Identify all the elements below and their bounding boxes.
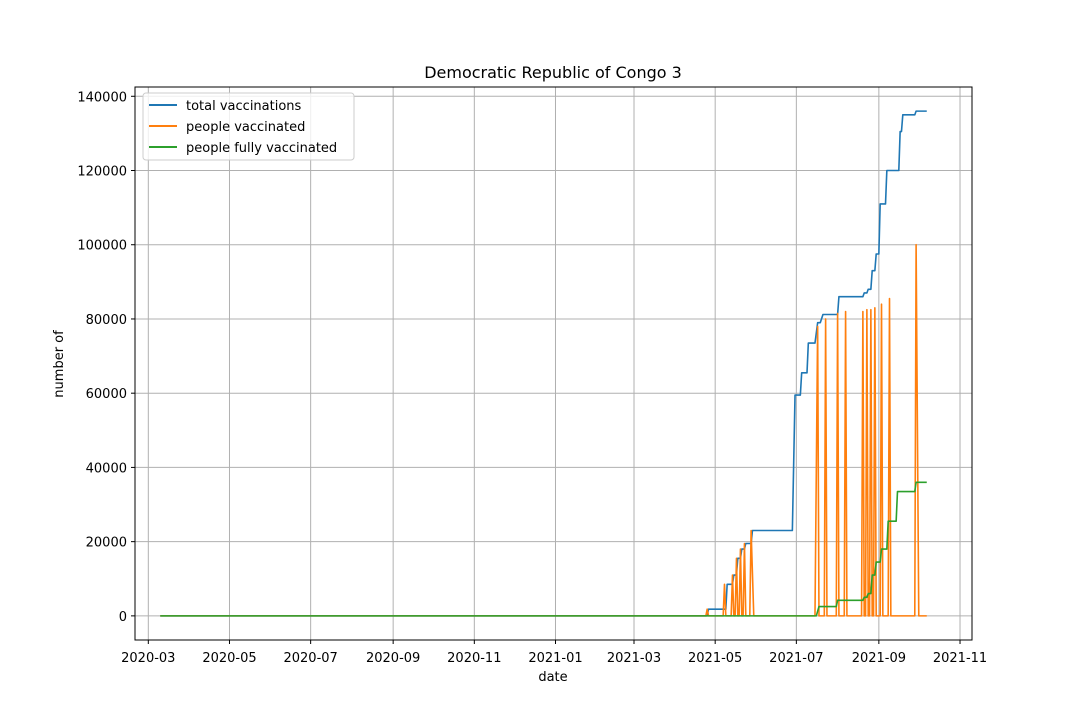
x-tick-label: 2020-03	[121, 651, 175, 666]
tick-layer: 2020-03 2020-05 2020-07 2020-09 2020-11 2021-…	[77, 90, 987, 666]
legend-label-total-vaccinations: total vaccinations	[186, 99, 302, 114]
x-tick-label: 2021-03	[607, 651, 661, 666]
x-tick-label: 2021-09	[852, 651, 906, 666]
y-tick-label: 140000	[77, 90, 127, 105]
x-tick-label: 2021-07	[769, 651, 823, 666]
x-tick-label: 2021-01	[528, 651, 582, 666]
x-tick-label: 2021-11	[933, 651, 987, 666]
x-tick-label: 2020-11	[447, 651, 501, 666]
y-tick-label: 0	[119, 610, 127, 625]
x-tick-label: 2020-05	[202, 651, 256, 666]
y-tick-label: 80000	[86, 313, 127, 328]
y-axis-label: number of	[52, 330, 67, 398]
legend-label-people-fully-vaccinated: people fully vaccinated	[186, 141, 337, 156]
x-tick-label: 2021-05	[688, 651, 742, 666]
plot-frame	[134, 86, 973, 641]
legend-label-people-vaccinated: people vaccinated	[186, 120, 305, 135]
y-tick-label: 100000	[77, 239, 127, 254]
y-tick-label: 120000	[77, 165, 127, 180]
x-tick-label: 2020-07	[283, 651, 337, 666]
legend: total vaccinations people vaccinated peopl…	[142, 92, 355, 161]
x-axis-label: date	[538, 670, 567, 685]
chart-title: Democratic Republic of Congo 3	[424, 63, 682, 82]
series-layer	[160, 110, 927, 617]
x-tick-label: 2020-09	[366, 651, 420, 666]
y-tick-label: 20000	[86, 536, 127, 551]
y-tick-label: 40000	[86, 461, 127, 476]
grid-layer	[135, 87, 972, 640]
series-line-people-fully-vaccinated	[160, 481, 927, 617]
y-tick-label: 60000	[86, 387, 127, 402]
legend-box	[142, 92, 355, 161]
